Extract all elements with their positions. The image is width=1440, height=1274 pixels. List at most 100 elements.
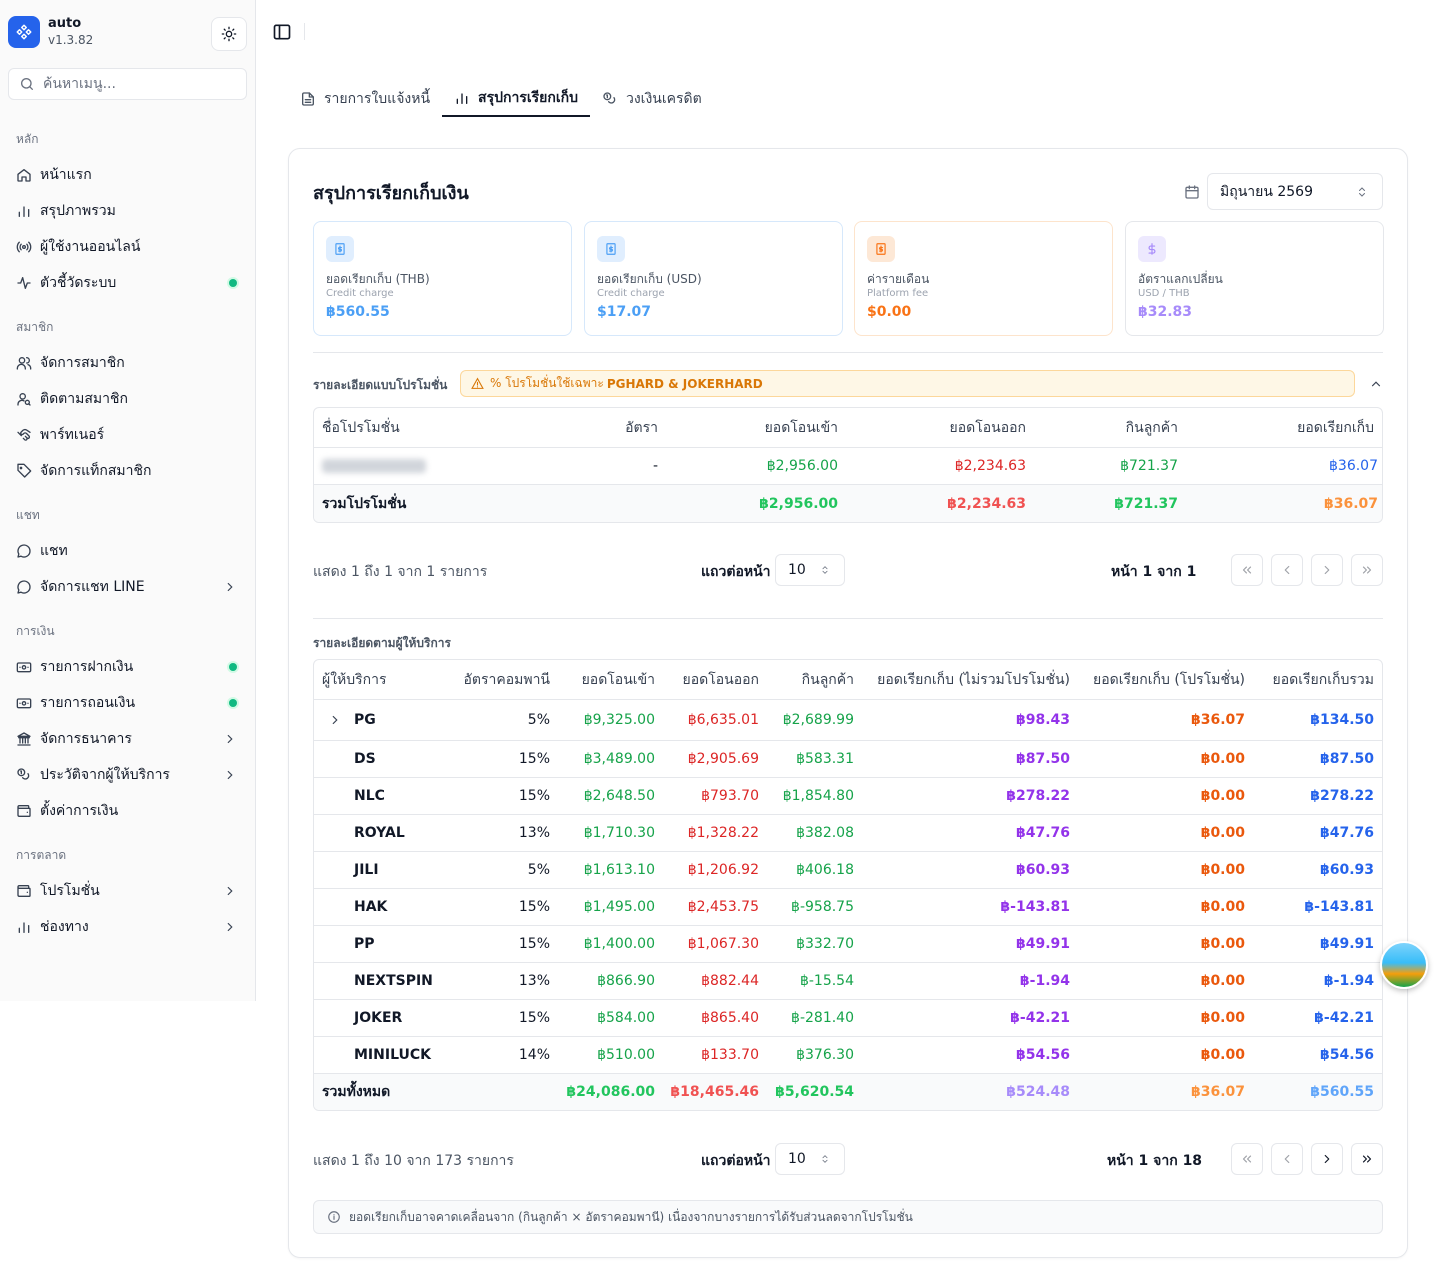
promo-section-label: รายละเอียดแบบโปรโมชั่น <box>313 378 448 392</box>
sidebar-item-label: ตัวชี้วัดระบบ <box>40 275 117 291</box>
provider-charge: ฿54.56 <box>1015 1047 1070 1063</box>
theme-toggle-button[interactable] <box>211 17 247 51</box>
sidebar-item-22[interactable]: จัดการแชท LINE <box>8 571 247 603</box>
next-page-button[interactable] <box>1311 1143 1343 1175</box>
month-select[interactable]: มิถุนายน 2569 <box>1207 173 1383 210</box>
sidebar-toggle-button[interactable] <box>272 22 292 42</box>
provider-win: ฿332.70 <box>796 936 854 952</box>
total-win: ฿5,620.54 <box>775 1084 854 1100</box>
total-win: ฿721.37 <box>1114 495 1178 512</box>
sidebar-item-13[interactable]: พาร์ทเนอร์ <box>8 419 247 451</box>
provider-name: NEXTSPIN <box>354 973 433 989</box>
bar-chart-icon <box>454 90 470 106</box>
table-row: MINILUCK 14% ฿510.00 ฿133.70 ฿376.30 ฿54.56 ฿0… <box>314 1037 1382 1074</box>
promo-warning-providers: PGHARD & JOKERHARD <box>606 376 763 391</box>
sidebar-item-label: รายการฝากเงิน <box>40 659 134 675</box>
brand[interactable]: auto v1.3.82 <box>8 16 93 48</box>
chevrons-right-icon <box>1360 1152 1374 1166</box>
provider-total: ฿49.91 <box>1319 936 1374 952</box>
sidebar-item-35[interactable]: ตั้งค่าการเงิน <box>8 795 247 827</box>
promo-pager-showing: แสดง 1 ถึง 1 จาก 1 รายการ <box>313 564 488 580</box>
bar-chart-icon <box>16 203 32 219</box>
provider-section-label: รายละเอียดตามผู้ให้บริการ <box>313 636 451 650</box>
tab-2[interactable]: สรุปการเรียกเก็บ <box>442 80 590 117</box>
sidebar-item-1[interactable]: หน้าแรก <box>8 159 247 191</box>
provider-charge: ฿-143.81 <box>1000 899 1070 915</box>
chevron-up-icon[interactable] <box>1369 377 1383 391</box>
provider-rate: 15% <box>518 788 550 804</box>
first-page-button[interactable] <box>1231 1143 1263 1175</box>
column-header: กินลูกค้า <box>801 671 854 688</box>
floating-assistant-button[interactable] <box>1380 941 1428 989</box>
previous-page-button[interactable] <box>1271 554 1303 586</box>
sidebar-item-4[interactable]: ตัวชี้วัดระบบ <box>8 267 247 299</box>
promo-rows-per-page-select[interactable]: 10 <box>775 554 845 586</box>
chevrons-right-icon <box>1360 563 1374 577</box>
provider-promo: ฿0.00 <box>1200 862 1245 878</box>
table-row: PG 5% ฿9,325.00 ฿6,635.01 ฿2,689.99 ฿98.43 ฿36… <box>314 700 1382 741</box>
sidebar-item-33[interactable]: จัดการธนาคาร <box>8 723 247 755</box>
sidebar-item-label: ตั้งค่าการเงิน <box>40 803 119 819</box>
section-divider <box>313 618 1383 619</box>
sidebar-item-42[interactable]: ช่องทาง <box>8 911 247 943</box>
menu-search-input[interactable] <box>43 76 233 92</box>
provider-rows-per-page-select[interactable]: 10 <box>775 1143 845 1175</box>
stat-card: อัตราแลกเปลี่ยน USD / THB ฿32.83 <box>1125 221 1384 336</box>
previous-page-button[interactable] <box>1271 1143 1303 1175</box>
sidebar-item-31[interactable]: รายการฝากเงิน <box>8 651 247 683</box>
chevron-right-icon <box>223 884 237 898</box>
column-header: กินลูกค้า <box>1125 419 1178 436</box>
last-page-button[interactable] <box>1351 554 1383 586</box>
bank-icon <box>16 731 32 747</box>
stat-card: ยอดเรียกเก็บ (USD) Credit charge $17.07 <box>584 221 843 336</box>
sidebar-item-3[interactable]: ผู้ใช้งานออนไลน์ <box>8 231 247 263</box>
sidebar-item-41[interactable]: โปรโมชั่น <box>8 875 247 907</box>
chevron-right-icon <box>223 732 237 746</box>
promo-warning: % โปรโมชั่นใช้เฉพาะ PGHARD & JOKERHARD <box>460 370 1355 397</box>
stat-card: ยอดเรียกเก็บ (THB) Credit charge ฿560.55 <box>313 221 572 336</box>
chevron-right-icon <box>1320 1152 1334 1166</box>
column-header: ยอดโอนออก <box>682 671 760 688</box>
sidebar-item-14[interactable]: จัดการแท็กสมาชิก <box>8 455 247 487</box>
provider-name: DS <box>354 751 376 767</box>
provider-total: ฿47.76 <box>1319 825 1374 841</box>
provider-promo: ฿0.00 <box>1200 751 1245 767</box>
provider-name: PG <box>354 712 376 728</box>
first-page-button[interactable] <box>1231 554 1263 586</box>
provider-in: ฿584.00 <box>597 1010 655 1026</box>
provider-promo: ฿0.00 <box>1200 788 1245 804</box>
provider-in: ฿1,613.10 <box>583 862 655 878</box>
sidebar-item-32[interactable]: รายการถอนเงิน <box>8 687 247 719</box>
next-page-button[interactable] <box>1311 554 1343 586</box>
provider-win: ฿2,689.99 <box>782 712 854 728</box>
tab-1[interactable]: รายการใบแจ้งหนี้ <box>288 80 442 117</box>
billing-note: ยอดเรียกเก็บอาจคาดเคลื่อนจาก (กินลูกค้า … <box>313 1200 1383 1234</box>
provider-charge: ฿49.91 <box>1015 936 1070 952</box>
menu-search[interactable] <box>8 68 247 100</box>
chevron-left-icon <box>1280 563 1294 577</box>
provider-charge: ฿87.50 <box>1015 751 1070 767</box>
promo-warning-text: % โปรโมชั่นใช้เฉพาะ <box>490 376 604 390</box>
provider-out: ฿1,206.92 <box>687 862 759 878</box>
provider-in: ฿3,489.00 <box>583 751 655 767</box>
provider-charge: ฿-1.94 <box>1019 973 1070 989</box>
expand-row-button[interactable] <box>328 700 342 740</box>
stat-sublabel: Credit charge <box>597 288 665 299</box>
sidebar-item-label: สรุปภาพรวม <box>40 203 116 219</box>
last-page-button[interactable] <box>1351 1143 1383 1175</box>
total-total: ฿560.55 <box>1310 1084 1374 1100</box>
sidebar-item-11[interactable]: จัดการสมาชิก <box>8 347 247 379</box>
provider-rate: 5% <box>527 712 550 728</box>
status-dot <box>229 699 237 707</box>
sidebar-item-34[interactable]: ประวัติจากผู้ให้บริการ <box>8 759 247 791</box>
promo-table: ชื่อโปรโมชั่น อัตรา ยอดโอนเข้า ยอดโอนออก กิน… <box>313 407 1383 523</box>
sidebar-item-12[interactable]: ติดตามสมาชิก <box>8 383 247 415</box>
sidebar-item-21[interactable]: แชท <box>8 535 247 567</box>
tab-3[interactable]: วงเงินเครดิต <box>590 80 714 117</box>
provider-promo: ฿0.00 <box>1200 825 1245 841</box>
receipt-icon <box>867 236 895 262</box>
coins-icon <box>16 767 32 783</box>
sidebar-item-label: โปรโมชั่น <box>40 883 100 899</box>
provider-charge: ฿60.93 <box>1015 862 1070 878</box>
sidebar-item-2[interactable]: สรุปภาพรวม <box>8 195 247 227</box>
